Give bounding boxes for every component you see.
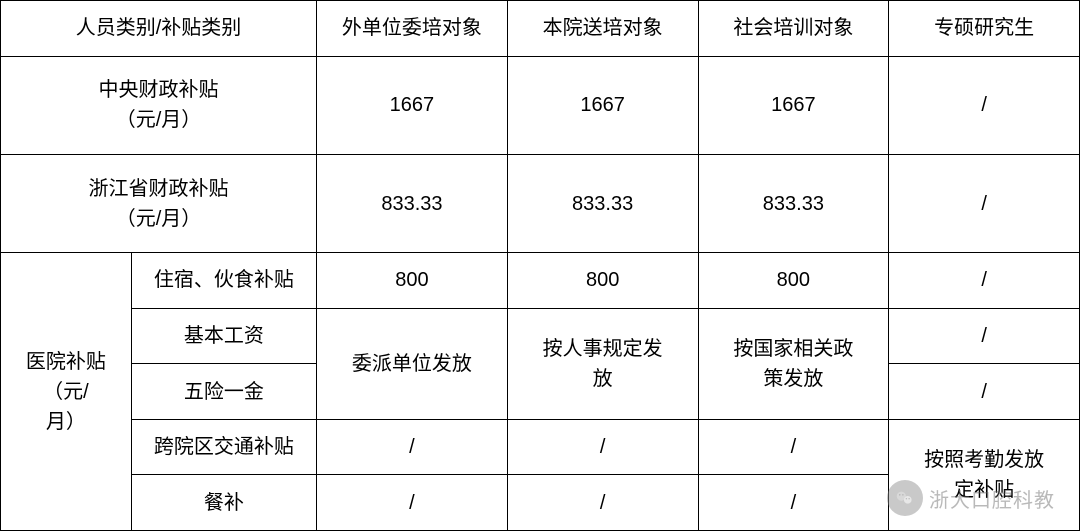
hospital-r1: 医院补贴 （元/ 月） 住宿、伙食补贴 800 800 800 / [1, 253, 1080, 309]
subsidy-table: 人员类别/补贴类别 外单位委培对象 本院送培对象 社会培训对象 专硕研究生 中央… [0, 0, 1080, 531]
zhejiang-c3: 833.33 [698, 154, 889, 252]
hospital-r1-c2: 800 [507, 253, 698, 309]
hospital-group-label: 医院补贴 （元/ 月） [1, 253, 132, 531]
zhejiang-c2: 833.33 [507, 154, 698, 252]
central-row: 中央财政补贴 （元/月） 1667 1667 1667 / [1, 56, 1080, 154]
central-c2: 1667 [507, 56, 698, 154]
hospital-r4: 跨院区交通补贴 / / / 按照考勤发放 定补贴 [1, 419, 1080, 475]
hospital-merged-c2: 按人事规定发 放 [507, 308, 698, 419]
hospital-r2: 基本工资 委派单位发放 按人事规定发 放 按国家相关政 策发放 / [1, 308, 1080, 364]
hospital-r4-label: 跨院区交通补贴 [131, 419, 316, 475]
hospital-r1-c3: 800 [698, 253, 889, 309]
hospital-r3-label: 五险一金 [131, 364, 316, 420]
hospital-r1-label: 住宿、伙食补贴 [131, 253, 316, 309]
zhejiang-c1: 833.33 [317, 154, 508, 252]
header-category: 人员类别/补贴类别 [1, 1, 317, 57]
zhejiang-c4: / [889, 154, 1080, 252]
header-col4: 专硕研究生 [889, 1, 1080, 57]
header-col2: 本院送培对象 [507, 1, 698, 57]
header-col1: 外单位委培对象 [317, 1, 508, 57]
hospital-r5-c1: / [317, 475, 508, 531]
hospital-r1-c1: 800 [317, 253, 508, 309]
central-c4: / [889, 56, 1080, 154]
hospital-r2-label: 基本工资 [131, 308, 316, 364]
central-c3: 1667 [698, 56, 889, 154]
hospital-r1-c4: / [889, 253, 1080, 309]
hospital-r4-c2: / [507, 419, 698, 475]
hospital-merged-c1: 委派单位发放 [317, 308, 508, 419]
central-label: 中央财政补贴 （元/月） [1, 56, 317, 154]
header-col3: 社会培训对象 [698, 1, 889, 57]
hospital-merged-c4-bottom: 按照考勤发放 定补贴 [889, 419, 1080, 530]
hospital-r2-c4: / [889, 308, 1080, 364]
hospital-merged-c3: 按国家相关政 策发放 [698, 308, 889, 419]
hospital-r5-c2: / [507, 475, 698, 531]
zhejiang-row: 浙江省财政补贴 （元/月） 833.33 833.33 833.33 / [1, 154, 1080, 252]
hospital-r5-label: 餐补 [131, 475, 316, 531]
hospital-r4-c3: / [698, 419, 889, 475]
hospital-r3-c4: / [889, 364, 1080, 420]
zhejiang-label: 浙江省财政补贴 （元/月） [1, 154, 317, 252]
hospital-r4-c1: / [317, 419, 508, 475]
header-row: 人员类别/补贴类别 外单位委培对象 本院送培对象 社会培训对象 专硕研究生 [1, 1, 1080, 57]
central-c1: 1667 [317, 56, 508, 154]
hospital-r5-c3: / [698, 475, 889, 531]
